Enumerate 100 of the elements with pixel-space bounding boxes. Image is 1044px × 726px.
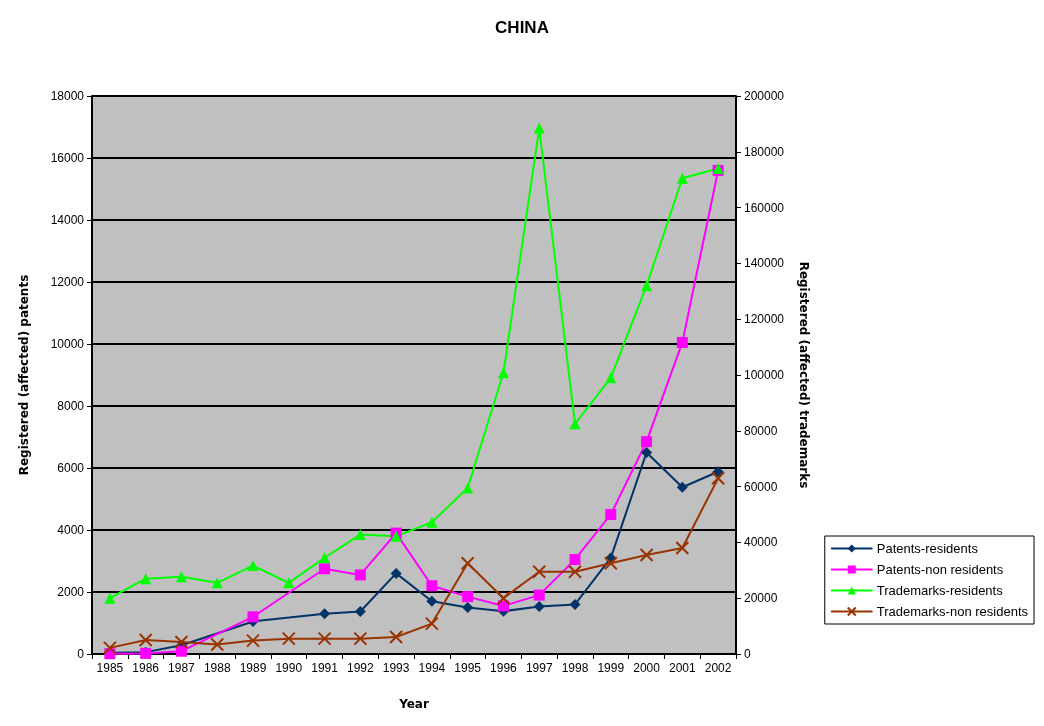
- point: [533, 122, 545, 134]
- x-tick-label: 1989: [239, 661, 267, 675]
- point: [354, 529, 366, 541]
- point: [354, 569, 366, 581]
- legend-label: Patents-residents: [876, 541, 979, 556]
- chart-title: CHINA: [495, 18, 549, 37]
- point: [497, 367, 509, 379]
- y-axis-title: Registered (affected) patents: [17, 274, 31, 476]
- y2-tick-label: 40000: [744, 535, 778, 550]
- x-tick-label: 1988: [203, 661, 231, 675]
- point: [603, 556, 618, 571]
- y-tick-label: 2000: [57, 585, 85, 599]
- point: [675, 540, 690, 555]
- x-tick-label: 1995: [454, 661, 482, 675]
- point: [211, 577, 223, 589]
- point: [605, 372, 617, 384]
- point: [138, 633, 153, 648]
- point: [533, 589, 545, 601]
- x-tick-label: 1998: [561, 661, 589, 675]
- point: [353, 631, 368, 646]
- point: [676, 481, 688, 493]
- legend-label: Trademarks-non residents: [876, 604, 1029, 619]
- x-tick-label: 1992: [346, 661, 374, 675]
- point: [460, 556, 475, 571]
- y2-tick-label: 20000: [744, 591, 778, 606]
- y2-tick-label: 60000: [744, 479, 778, 494]
- x-tick-label: 1991: [311, 661, 339, 675]
- y2-tick-label: 200000: [744, 89, 785, 103]
- point: [569, 553, 581, 565]
- point: [354, 606, 366, 618]
- legend-label: Trademarks-residents: [876, 583, 1004, 598]
- x-tick-label: 1997: [525, 661, 553, 675]
- y2-tick-label: 120000: [744, 312, 785, 327]
- x-tick-label: 1999: [597, 661, 625, 675]
- point: [175, 645, 187, 657]
- point: [426, 580, 438, 592]
- y-tick-label: 16000: [50, 151, 85, 165]
- point: [140, 573, 152, 585]
- y2-tick-label: 180000: [744, 144, 785, 159]
- y-tick-label: 8000: [57, 399, 85, 413]
- point: [462, 482, 474, 494]
- point: [676, 336, 688, 348]
- point: [532, 564, 547, 579]
- x-tick-label: 1994: [418, 661, 446, 675]
- point: [175, 571, 187, 583]
- point: [283, 577, 295, 589]
- x-tick-label: 2000: [633, 661, 661, 675]
- y2-tick-label: 160000: [744, 200, 785, 215]
- point: [711, 471, 726, 486]
- x-tick-label: 1986: [132, 661, 160, 675]
- y-tick-label: 10000: [50, 337, 85, 351]
- point: [102, 640, 117, 655]
- point: [426, 595, 438, 607]
- point: [569, 598, 581, 610]
- point: [605, 509, 617, 520]
- point: [426, 516, 438, 528]
- point: [462, 591, 474, 603]
- x-tick-label: 1990: [275, 661, 303, 675]
- point: [281, 631, 296, 646]
- y2-tick-label: 0: [744, 647, 751, 661]
- point: [104, 592, 116, 604]
- point: [424, 616, 439, 631]
- point: [319, 563, 331, 575]
- x-tick-label: 1996: [490, 661, 518, 675]
- point: [319, 608, 331, 620]
- y2-tick-label: 140000: [744, 256, 785, 271]
- y2-tick-label: 80000: [744, 423, 778, 438]
- point: [317, 631, 332, 646]
- point: [569, 418, 581, 430]
- y-tick-label: 4000: [57, 523, 85, 537]
- point: [319, 552, 331, 564]
- point: [676, 172, 688, 184]
- y2-axis-title: Registered (affected) trademarks: [797, 261, 811, 489]
- y-tick-label: 6000: [57, 461, 85, 475]
- x-axis-title: Year: [398, 697, 429, 711]
- legend-label: Patents-non residents: [876, 562, 1004, 577]
- x-tick-label: 1993: [382, 661, 410, 675]
- y2-tick-label: 100000: [744, 368, 785, 382]
- x-tick-label: 2002: [704, 661, 732, 675]
- point: [246, 633, 260, 648]
- point: [641, 447, 653, 458]
- point: [496, 591, 511, 606]
- point: [462, 602, 474, 613]
- point: [174, 635, 189, 649]
- y-tick-label: 0: [77, 647, 85, 661]
- y-tick-label: 14000: [50, 213, 85, 227]
- point: [247, 611, 259, 623]
- x-tick-label: 2001: [668, 661, 696, 675]
- point: [389, 629, 404, 644]
- x-tick-label: 1987: [168, 661, 196, 675]
- x-tick-label: 1985: [96, 661, 124, 675]
- point: [639, 547, 654, 562]
- point: [641, 436, 653, 448]
- point: [533, 601, 545, 613]
- y-tick-label: 12000: [50, 275, 85, 289]
- point: [641, 280, 653, 292]
- point: [568, 564, 582, 579]
- point: [210, 637, 225, 652]
- point: [247, 560, 259, 572]
- point: [390, 567, 402, 579]
